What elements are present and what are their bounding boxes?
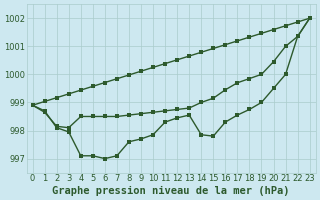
X-axis label: Graphe pression niveau de la mer (hPa): Graphe pression niveau de la mer (hPa) — [52, 186, 290, 196]
